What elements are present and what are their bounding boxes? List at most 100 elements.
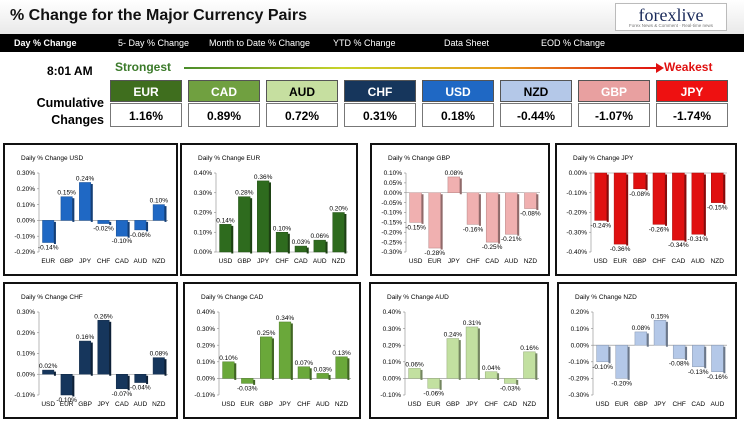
currency-name: CAD (188, 80, 260, 102)
bar (219, 224, 232, 253)
x-tick-label: EUR (240, 401, 254, 408)
data-label: -0.03% (237, 385, 258, 392)
tab-month-to-date-change[interactable]: Month to Date % Change (209, 38, 311, 48)
tab-ytd-change[interactable]: YTD % Change (333, 38, 396, 48)
bar (446, 338, 460, 379)
strength-arrow (184, 67, 658, 69)
bar-shadow (127, 221, 130, 238)
data-label: 0.04% (482, 365, 501, 372)
x-tick-label: USD (408, 401, 422, 408)
data-label: -0.15% (405, 224, 426, 231)
bar-shadow (146, 221, 149, 232)
tab-eod-change[interactable]: EOD % Change (541, 38, 606, 48)
currency-value: 0.89% (188, 103, 260, 127)
chart-gbp: Daily % Change GBP-0.30%-0.25%-0.20%-0.1… (381, 155, 541, 265)
x-tick-label: CAD (691, 401, 705, 408)
currency-pill-eur: EUR 1.16% (110, 80, 182, 127)
chart-title: Daily % Change USD (21, 155, 83, 162)
bar (152, 204, 165, 221)
data-label: 0.31% (463, 320, 482, 327)
data-label: -0.07% (112, 391, 133, 398)
x-tick-label: USD (409, 258, 423, 265)
bar (427, 378, 440, 389)
bar-shadow (231, 225, 234, 254)
bar (275, 232, 289, 253)
currency-name: JPY (656, 80, 728, 102)
bar (134, 374, 147, 383)
chart-panel-cad: Daily % Change CAD -0.10% 0.00% 0.10% 0.20% 0… (183, 282, 361, 419)
bar (238, 196, 251, 253)
x-tick-label: NZD (152, 258, 166, 265)
bar (633, 172, 646, 190)
bar-shadow (646, 333, 649, 347)
bar (152, 357, 165, 375)
data-label: -0.13% (688, 369, 709, 376)
x-tick-label: GBP (78, 401, 92, 408)
x-tick-label: CHF (275, 258, 288, 265)
y-tick-label: 0.10% (17, 202, 36, 209)
bar-shadow (665, 321, 668, 347)
tab-5-day-change[interactable]: 5- Day % Change (118, 38, 190, 48)
bar (409, 192, 422, 223)
data-label: 0.16% (520, 345, 539, 352)
bar-shadow (287, 233, 290, 254)
chart-panel-gbp: Daily % Change GBP -0.30% -0.25% -0.20% -0.1… (370, 143, 550, 276)
timestamp: 8:01 AM (47, 64, 93, 78)
chart-usd: Daily % Change USD -0.20% -0.10% 0.00% 0.10%… (14, 155, 168, 265)
x-tick-label: GBP (446, 401, 460, 408)
currency-value: -0.44% (500, 103, 572, 127)
x-tick-label: GBP (237, 258, 251, 265)
bar-shadow (421, 194, 424, 224)
x-tick-label: CAD (294, 258, 308, 265)
x-tick-label: USD (594, 258, 608, 265)
y-tick-label: 0.05% (384, 180, 403, 187)
bar (408, 368, 421, 379)
currency-pill-nzd: NZD -0.44% (500, 80, 572, 127)
forexlive-logo[interactable]: forexlive Forex News & Comment · Real-ti… (615, 3, 727, 31)
data-label: -0.14% (38, 245, 59, 252)
currency-value: 0.18% (422, 103, 494, 127)
y-tick-label: 0.30% (194, 190, 213, 197)
y-tick-label: -0.10% (14, 392, 35, 399)
currency-value: -1.74% (656, 103, 728, 127)
data-label: -0.08% (520, 211, 541, 218)
y-tick-label: 0.40% (383, 309, 402, 316)
data-label: -0.10% (592, 364, 613, 371)
tab-day-change[interactable]: Day % Change (14, 38, 77, 48)
currency-name: USD (422, 80, 494, 102)
x-tick-label: CAD (485, 258, 499, 265)
data-label: 0.24% (76, 175, 95, 182)
x-tick-label: USD (222, 401, 236, 408)
bar-shadow (665, 174, 668, 226)
data-label: 0.20% (329, 206, 348, 213)
bar-shadow (53, 221, 56, 245)
y-tick-label: 0.00% (569, 170, 588, 177)
cumulative-label-line2: Changes (51, 113, 104, 127)
bar (711, 344, 724, 373)
tab-data-sheet[interactable]: Data Sheet (444, 38, 490, 48)
bar-shadow (459, 178, 462, 195)
data-label: 0.10% (219, 355, 238, 362)
bar-shadow (516, 379, 519, 385)
data-label: -0.20% (611, 380, 632, 387)
bar (97, 320, 110, 375)
y-tick-label: 0.20% (194, 210, 213, 217)
bar-shadow (268, 182, 271, 254)
y-tick-label: 0.10% (197, 359, 216, 366)
x-tick-label: EUR (60, 401, 74, 408)
bar (115, 374, 128, 390)
y-tick-label: 0.30% (197, 326, 216, 333)
x-tick-label: AUD (316, 401, 330, 408)
data-label: 0.34% (276, 315, 295, 322)
chart-jpy: Daily % Change JPY -0.40% -0.30% -0.20% -0.1… (566, 155, 727, 265)
bar-shadow (328, 374, 331, 380)
bar-shadow (347, 358, 350, 380)
chart-cad: Daily % Change CAD-0.10%0.00%0.10%0.20%0… (194, 294, 351, 408)
y-tick-label: 0.20% (17, 186, 36, 193)
y-tick-label: 0.00% (197, 376, 216, 383)
bar-shadow (290, 323, 293, 380)
x-tick-label: NZD (152, 401, 166, 408)
data-label: -0.04% (130, 385, 151, 392)
y-tick-label: -0.30% (568, 392, 589, 399)
bar (524, 192, 537, 209)
